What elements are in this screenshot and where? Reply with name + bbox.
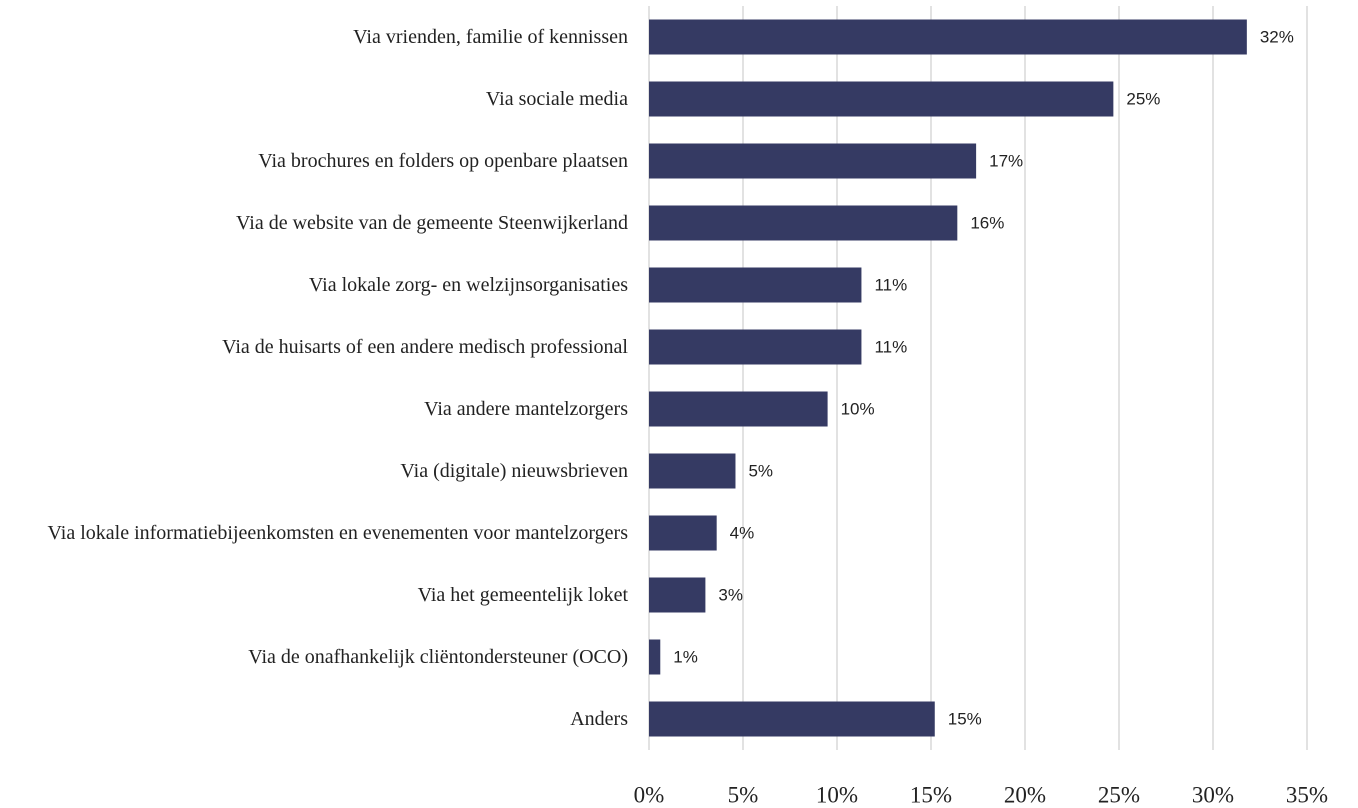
bar	[649, 391, 828, 427]
y-tick-label-box: Via (digitale) nieuwsbrieven	[0, 459, 628, 483]
y-tick-label: Via het gemeentelijk loket	[417, 584, 628, 606]
y-tick-label-box: Anders	[0, 707, 628, 731]
data-label: 15%	[948, 709, 982, 728]
y-tick-label-box: Via andere mantelzorgers	[0, 397, 628, 421]
bar	[649, 329, 862, 365]
x-tick-label: 15%	[910, 782, 952, 807]
data-label: 3%	[718, 585, 743, 604]
bar	[649, 81, 1114, 117]
bar	[649, 267, 862, 303]
x-tick-label: 10%	[816, 782, 858, 807]
bar	[649, 19, 1247, 55]
y-tick-label: Via lokale zorg- en welzijnsorganisaties	[308, 274, 628, 296]
bar	[649, 143, 977, 179]
data-label: 17%	[989, 151, 1023, 170]
y-tick-label-box: Via de huisarts of een andere medisch pr…	[0, 335, 628, 359]
x-tick-label: 5%	[728, 782, 759, 807]
bar	[649, 639, 661, 675]
data-label: 10%	[841, 399, 875, 418]
data-label: 11%	[874, 275, 907, 294]
y-tick-label-box: Via het gemeentelijk loket	[0, 583, 628, 607]
y-tick-label-box: Via vrienden, familie of kennissen	[0, 25, 628, 49]
bar	[649, 577, 706, 613]
data-label: 5%	[748, 461, 773, 480]
data-label: 16%	[970, 213, 1004, 232]
y-tick-label: Anders	[570, 708, 628, 730]
y-tick-label-box: Via lokale zorg- en welzijnsorganisaties	[0, 273, 628, 297]
x-tick-label: 35%	[1286, 782, 1328, 807]
y-tick-label: Via lokale informatiebijeenkomsten en ev…	[47, 522, 628, 544]
y-tick-label-box: Via lokale informatiebijeenkomsten en ev…	[0, 521, 628, 545]
data-label: 1%	[673, 647, 698, 666]
bar	[649, 515, 717, 551]
y-tick-label-box: Via de website van de gemeente Steenwijk…	[0, 211, 628, 235]
y-tick-label: Via brochures en folders op openbare pla…	[258, 150, 628, 172]
data-label: 11%	[874, 337, 907, 356]
data-label: 4%	[730, 523, 755, 542]
data-label: 25%	[1126, 89, 1160, 108]
bar	[649, 453, 736, 489]
y-tick-label: Via sociale media	[485, 88, 628, 110]
y-tick-label-box: Via sociale media	[0, 87, 628, 111]
y-tick-label: Via de huisarts of een andere medisch pr…	[222, 336, 628, 358]
y-tick-label-box: Via brochures en folders op openbare pla…	[0, 149, 628, 173]
y-tick-label: Via vrienden, familie of kennissen	[353, 26, 628, 48]
y-tick-label: Via andere mantelzorgers	[424, 398, 628, 420]
y-tick-label: Via de onafhankelijk cliëntondersteuner …	[248, 646, 628, 668]
y-tick-label: Via (digitale) nieuwsbrieven	[400, 460, 628, 482]
bar	[649, 205, 958, 241]
x-tick-label: 30%	[1192, 782, 1234, 807]
x-tick-label: 0%	[634, 782, 665, 807]
data-label: 32%	[1260, 27, 1294, 46]
x-tick-label: 20%	[1004, 782, 1046, 807]
y-tick-label: Via de website van de gemeente Steenwijk…	[236, 212, 628, 234]
x-tick-label: 25%	[1098, 782, 1140, 807]
y-tick-label-box: Via de onafhankelijk cliëntondersteuner …	[0, 645, 628, 669]
bar	[649, 701, 935, 737]
